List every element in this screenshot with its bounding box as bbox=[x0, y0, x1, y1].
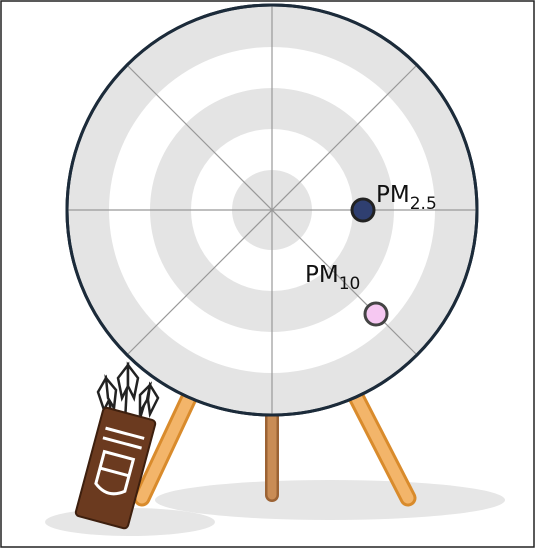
fletching bbox=[126, 361, 140, 402]
label-text: PM bbox=[376, 182, 410, 208]
label-subscript: 10 bbox=[339, 274, 361, 294]
quiver-strap bbox=[102, 436, 142, 450]
quiver-emblem bbox=[94, 449, 136, 496]
quiver-case bbox=[74, 406, 157, 530]
pm10-dot bbox=[363, 301, 389, 327]
pm10-label: PM10 bbox=[305, 262, 360, 294]
quiver-body bbox=[74, 406, 157, 530]
pm25-dot bbox=[350, 197, 376, 223]
fletching bbox=[104, 374, 118, 412]
label-text: PM bbox=[305, 262, 339, 288]
fletching bbox=[146, 381, 160, 419]
label-subscript: 2.5 bbox=[410, 194, 437, 214]
right-leg-fill bbox=[344, 379, 414, 504]
pm25-label: PM2.5 bbox=[376, 182, 437, 214]
spoke bbox=[126, 64, 418, 356]
quiver-emblem bbox=[99, 466, 130, 478]
target-rim bbox=[65, 3, 479, 417]
left-leg-fill bbox=[136, 379, 201, 504]
stand-shadow bbox=[155, 480, 505, 520]
quiver-strap bbox=[105, 426, 145, 440]
quiver bbox=[74, 361, 160, 530]
